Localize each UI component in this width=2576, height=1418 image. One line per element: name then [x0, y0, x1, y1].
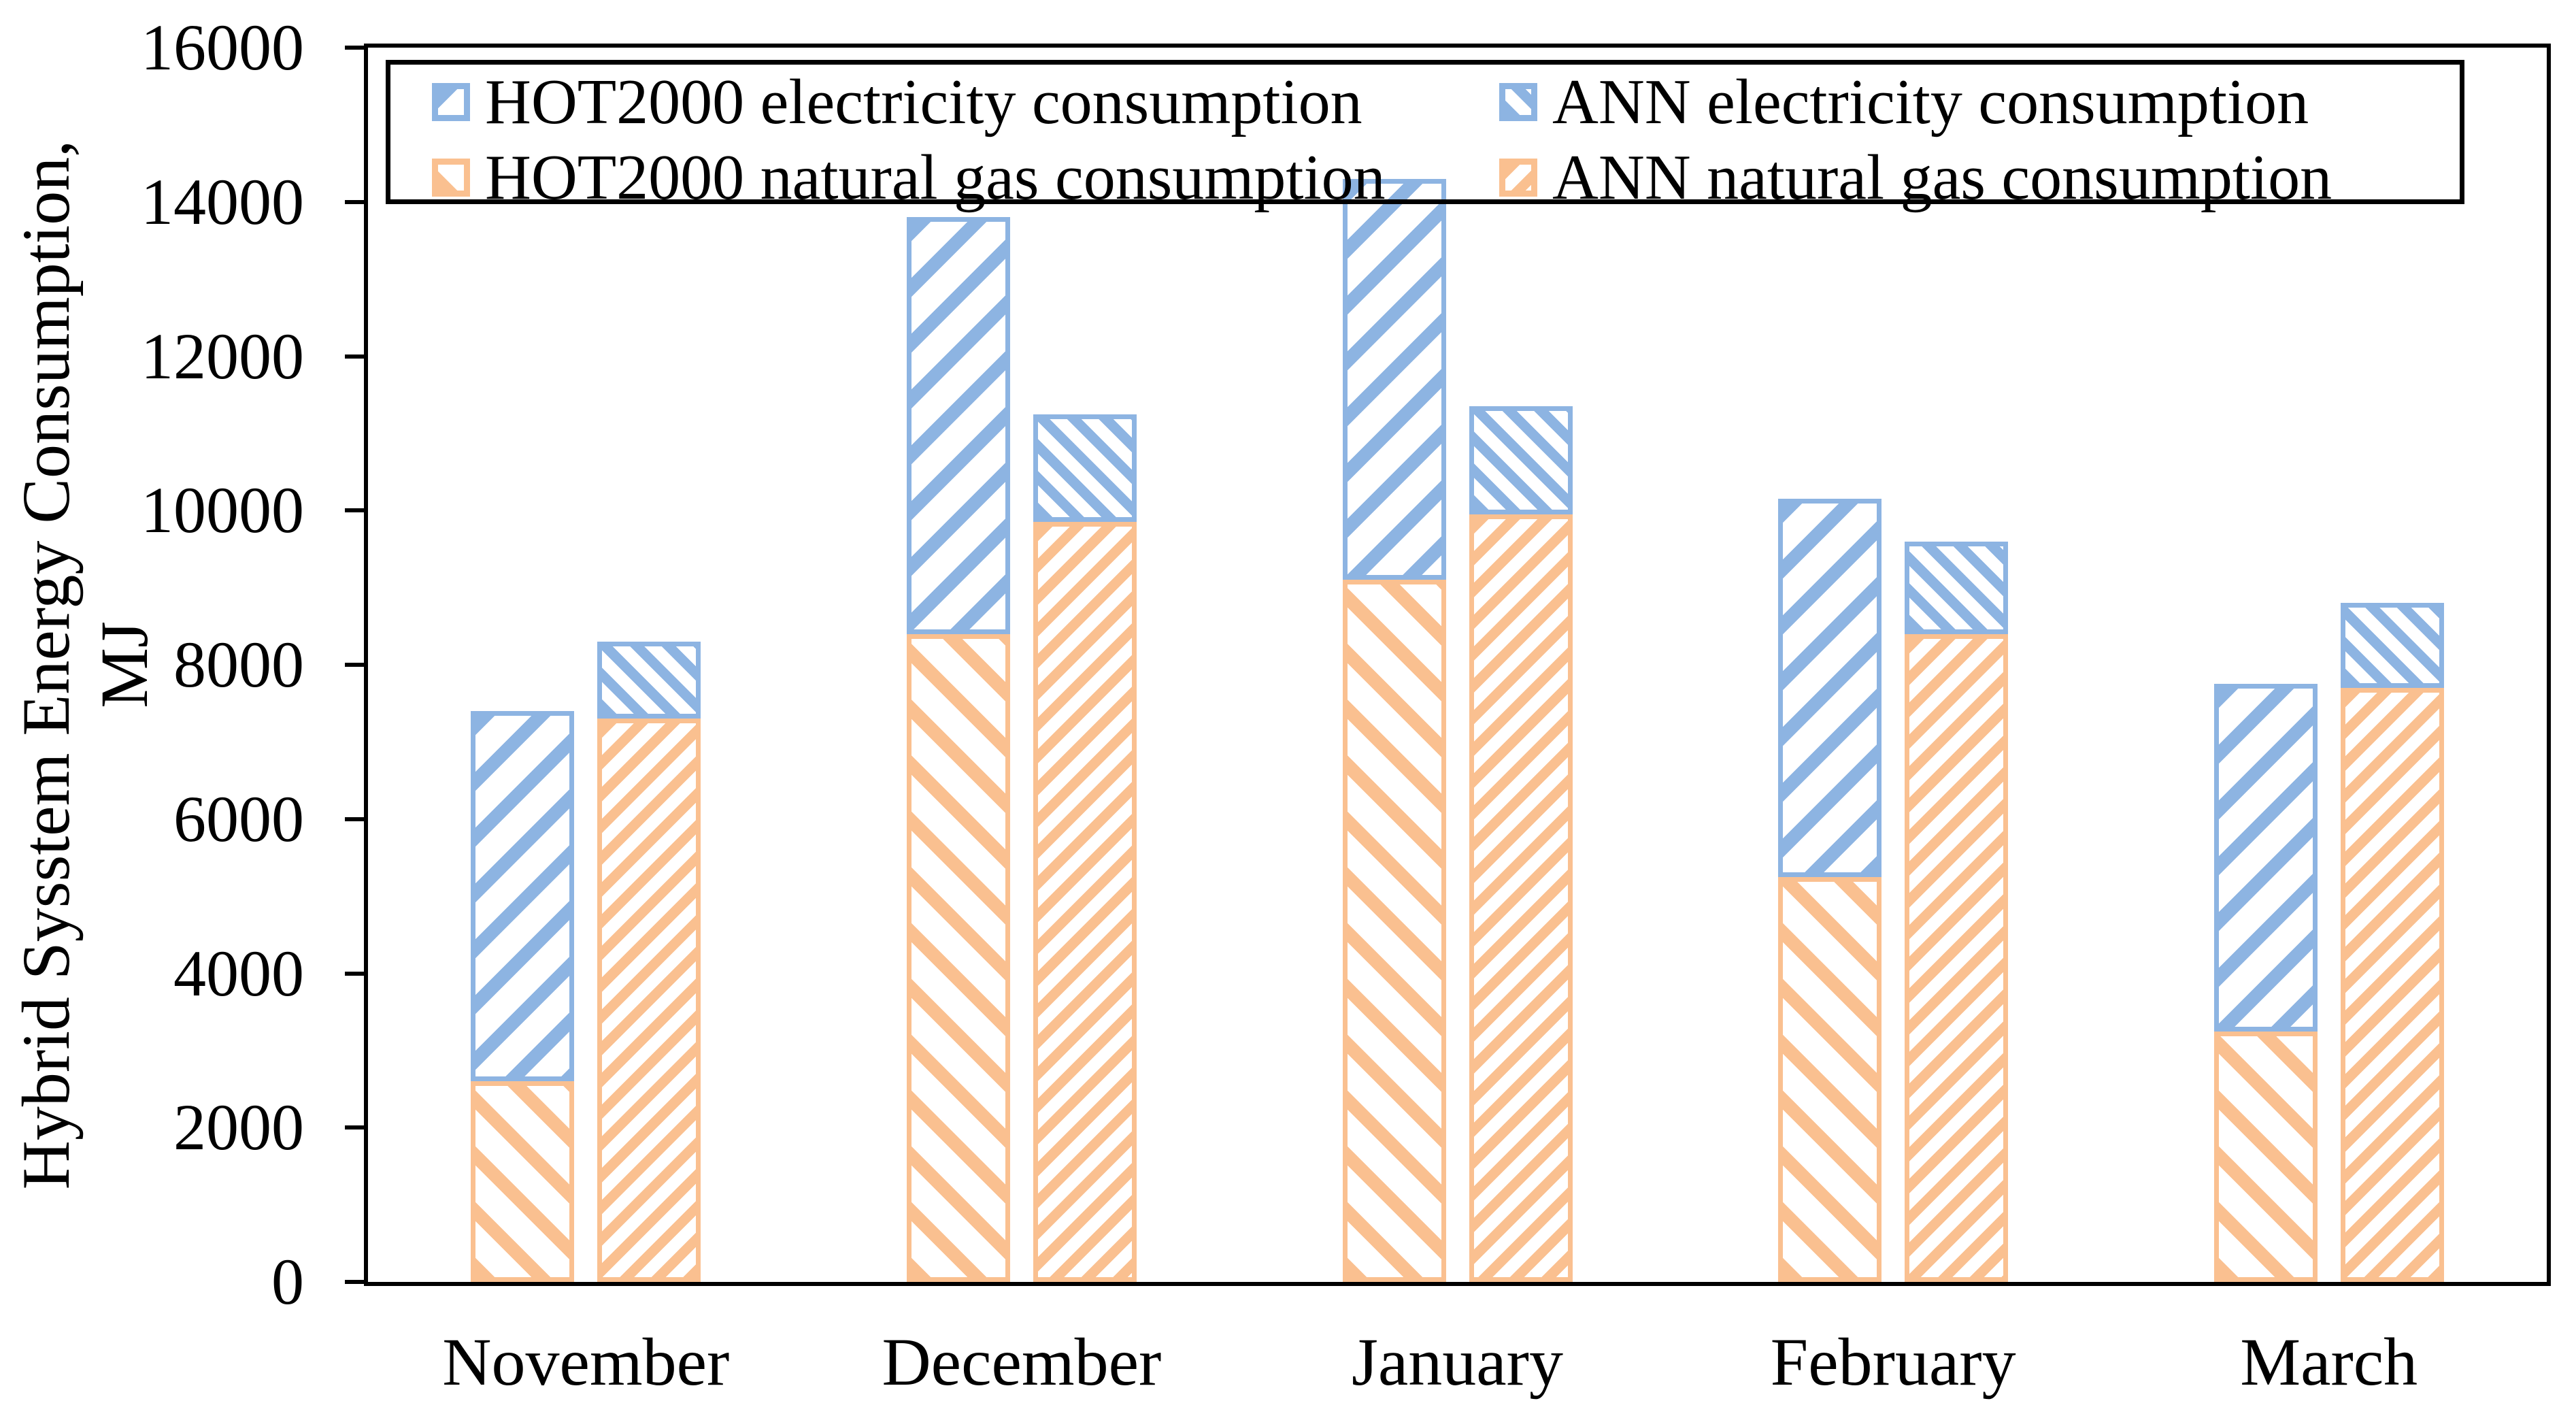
- bar-january-hot2000-natural-gas: [1342, 580, 1446, 1282]
- plot-area: [364, 44, 2551, 1286]
- x-category-label-march: March: [2240, 1324, 2418, 1400]
- legend-label-ann-electricity-consumption: ANN electricity consumption: [1552, 67, 2309, 137]
- y-axis-tick-16000: [345, 46, 364, 50]
- y-tick-label-10000: 10000: [141, 474, 304, 547]
- legend-label-ann-natural-gas-consumption: ANN natural gas consumption: [1552, 142, 2332, 213]
- bar-december-ann-electricity: [1033, 414, 1137, 523]
- y-axis-tick-0: [345, 1280, 364, 1284]
- x-category-label-january: January: [1352, 1324, 1563, 1400]
- y-tick-label-14000: 14000: [141, 165, 304, 238]
- legend-swatch-hot2000-natural-gas-consumption-icon: [432, 159, 470, 197]
- legend-swatch-hot2000-electricity-consumption-icon: [432, 83, 470, 121]
- legend-item-ann-natural-gas-consumption: ANN natural gas consumption: [1499, 146, 2332, 210]
- bar-november-hot2000-natural-gas: [471, 1081, 575, 1282]
- legend: HOT2000 electricity consumption ANN elect…: [386, 60, 2464, 210]
- bar-march-hot2000-electricity: [2213, 684, 2318, 1032]
- bar-december-ann-natural-gas: [1033, 522, 1137, 1282]
- y-axis-tick-10000: [345, 508, 364, 513]
- y-axis-tick-14000: [345, 199, 364, 204]
- bar-march-ann-electricity: [2340, 603, 2444, 689]
- bar-march-hot2000-natural-gas: [2213, 1031, 2318, 1282]
- legend-swatch-ann-natural-gas-consumption-icon: [1499, 159, 1537, 197]
- bar-november-ann-natural-gas: [597, 719, 701, 1282]
- x-category-label-november: November: [442, 1324, 730, 1400]
- legend-label-hot2000-natural-gas-consumption: HOT2000 natural gas consumption: [485, 142, 1386, 213]
- y-tick-label-4000: 4000: [173, 936, 304, 1010]
- bar-january-hot2000-electricity: [1342, 178, 1446, 580]
- legend-swatch-ann-electricity-consumption-icon: [1499, 83, 1537, 121]
- bar-december-hot2000-natural-gas: [906, 633, 1010, 1282]
- legend-item-ann-electricity-consumption: ANN electricity consumption: [1499, 70, 2309, 134]
- y-tick-label-12000: 12000: [141, 319, 304, 393]
- y-tick-label-0: 0: [271, 1245, 304, 1318]
- y-axis-tick-6000: [345, 817, 364, 821]
- bar-february-hot2000-natural-gas: [1778, 876, 1882, 1282]
- bar-march-ann-natural-gas: [2340, 688, 2444, 1282]
- legend-item-hot2000-natural-gas-consumption: HOT2000 natural gas consumption: [432, 146, 1386, 210]
- bar-february-hot2000-electricity: [1778, 499, 1882, 877]
- x-category-label-february: February: [1770, 1324, 2016, 1400]
- bar-november-ann-electricity: [597, 642, 701, 719]
- y-axis-tick-12000: [345, 354, 364, 359]
- x-category-label-december: December: [882, 1324, 1162, 1400]
- y-tick-label-8000: 8000: [173, 628, 304, 701]
- bar-january-ann-natural-gas: [1469, 514, 1573, 1282]
- bar-december-hot2000-electricity: [906, 217, 1010, 634]
- bar-november-hot2000-electricity: [471, 711, 575, 1082]
- bar-february-ann-electricity: [1905, 541, 2009, 634]
- bar-february-ann-natural-gas: [1905, 633, 2009, 1282]
- y-axis-tick-2000: [345, 1125, 364, 1130]
- y-tick-label-6000: 6000: [173, 782, 304, 855]
- y-axis-tick-8000: [345, 663, 364, 667]
- y-tick-label-2000: 2000: [173, 1091, 304, 1164]
- y-tick-label-16000: 16000: [141, 11, 304, 84]
- legend-label-hot2000-electricity-consumption: HOT2000 electricity consumption: [485, 67, 1362, 137]
- legend-item-hot2000-electricity-consumption: HOT2000 electricity consumption: [432, 70, 1362, 134]
- y-axis-tick-4000: [345, 971, 364, 976]
- bar-january-ann-electricity: [1469, 406, 1573, 514]
